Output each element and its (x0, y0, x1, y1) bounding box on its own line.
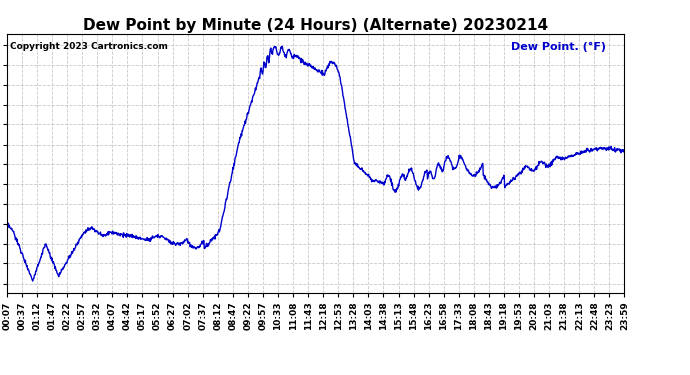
Text: Copyright 2023 Cartronics.com: Copyright 2023 Cartronics.com (10, 42, 168, 51)
Text: Dew Point. (°F): Dew Point. (°F) (511, 42, 606, 52)
Title: Dew Point by Minute (24 Hours) (Alternate) 20230214: Dew Point by Minute (24 Hours) (Alternat… (83, 18, 549, 33)
